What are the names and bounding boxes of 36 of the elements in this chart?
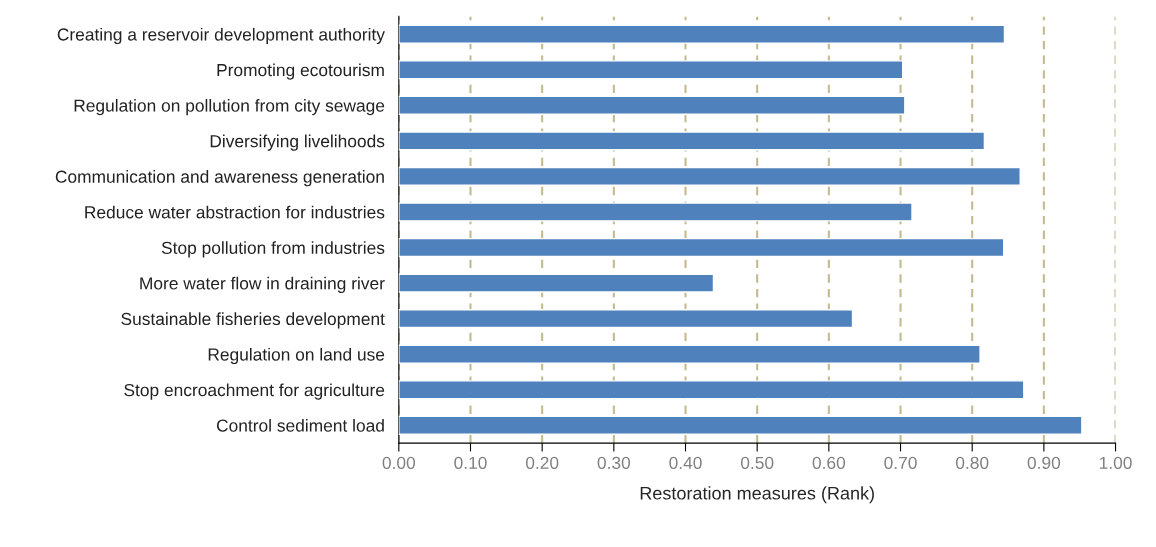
y-tick-label: More water flow in draining river [140, 276, 385, 293]
x-tick-label: 0.40 [669, 456, 702, 470]
x-tick-label: 0.30 [597, 456, 631, 470]
bar [398, 60, 904, 80]
bar [398, 95, 906, 115]
y-tick-label: Stop encroachment for agriculture [124, 383, 385, 400]
y-tick-label: Regulation on land use [208, 347, 385, 365]
y-tick-label: Reduce water abstraction for industries [85, 205, 385, 219]
x-tick-label: 0.00 [382, 456, 416, 470]
x-tick-label: 0.50 [740, 456, 774, 470]
bar [398, 380, 1025, 400]
y-tick-label: Promoting ecotourism [217, 63, 384, 80]
y-tick-label: Stop pollution from industries [161, 241, 385, 258]
bar [398, 166, 1021, 186]
bar [398, 237, 1005, 258]
bar [398, 415, 1083, 435]
x-tick-label: 0.10 [454, 456, 487, 470]
bar [398, 309, 854, 329]
bar [398, 344, 981, 364]
y-tick-label: Control sediment load [216, 419, 384, 432]
x-tick-label: 0.60 [812, 456, 846, 470]
bar [398, 24, 1006, 44]
x-tick-label: 1.00 [1099, 456, 1132, 470]
y-tick-label: Sustainable fisheries development [121, 312, 385, 329]
y-tick-label: Communication and awareness generation [55, 170, 384, 187]
x-tick-label: 0.80 [955, 456, 989, 470]
x-tick-label: 0.90 [1027, 456, 1061, 470]
bar [398, 273, 715, 293]
x-tick-label: 0.20 [525, 456, 559, 470]
y-tick-label: Diversifying livelihoods [210, 134, 385, 151]
y-tick-label: Creating a reservoir development authority [57, 27, 385, 45]
bar [398, 202, 913, 222]
x-axis-title: Restoration measures (Rank) [640, 486, 874, 504]
y-tick-label: Regulation on pollution from city sewage [74, 99, 385, 116]
x-tick-label: 0.70 [884, 456, 917, 470]
bar [398, 131, 986, 151]
